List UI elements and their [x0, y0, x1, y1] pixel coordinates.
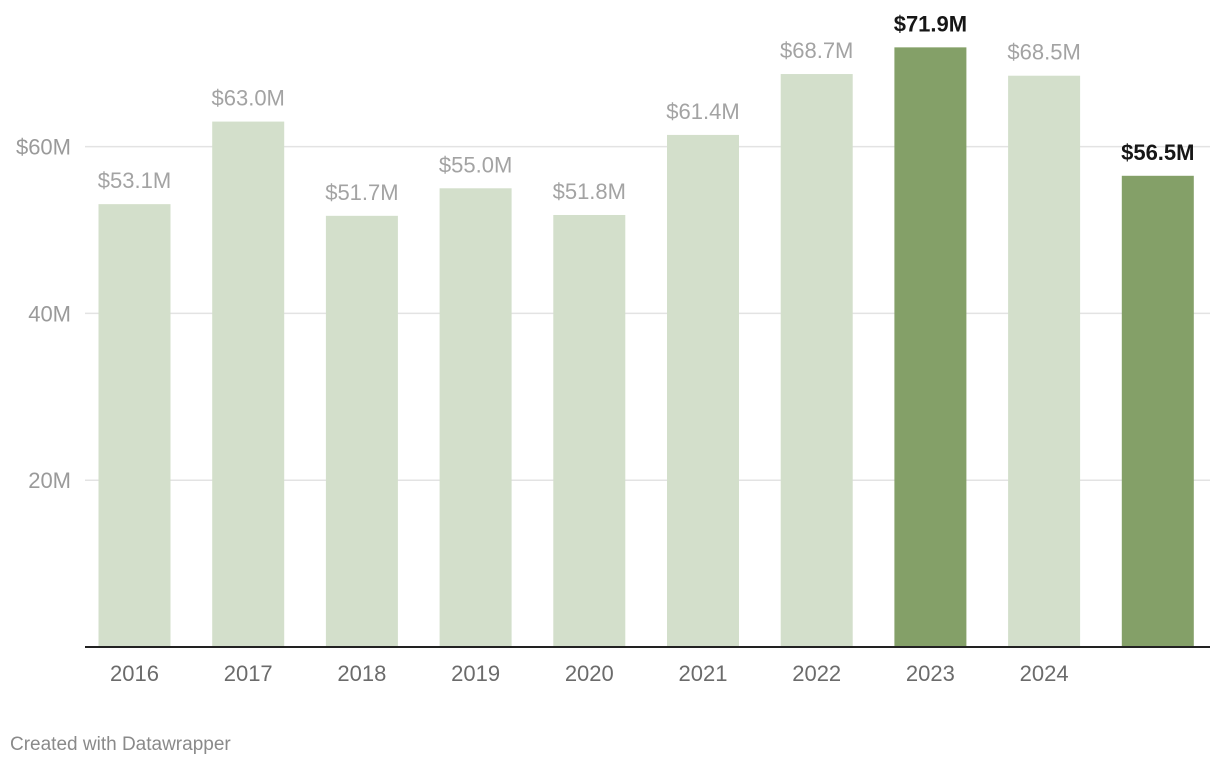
x-axis-labels: 2016 2017 2018 2019 2020 2021 2022 2023 2024	[110, 661, 1069, 686]
x-tick-label: 2019	[451, 661, 500, 686]
data-label: $56.5M	[1121, 140, 1194, 165]
x-tick-label: 2017	[224, 661, 273, 686]
x-tick-label: 2018	[337, 661, 386, 686]
y-axis-ticks: 20M 40M $60M	[16, 135, 71, 494]
bar	[780, 74, 853, 648]
bar	[667, 134, 739, 647]
x-tick-label: 2024	[1020, 661, 1069, 686]
footer-credit: Created with Datawrapper	[10, 734, 231, 755]
y-tick-label: 40M	[28, 301, 71, 326]
bar	[894, 47, 967, 647]
y-tick-label: $60M	[16, 135, 71, 160]
data-label: $68.5M	[1007, 40, 1080, 65]
bar	[553, 214, 626, 647]
data-label: $71.9M	[894, 11, 967, 36]
x-tick-label: 2020	[565, 661, 614, 686]
data-label: $51.8M	[553, 179, 626, 204]
data-label: $55.0M	[439, 152, 512, 177]
x-tick-label: 2016	[110, 661, 159, 686]
bar	[325, 215, 398, 647]
bar	[439, 188, 512, 648]
bars	[98, 47, 1194, 648]
data-label: $61.4M	[666, 99, 739, 124]
value-labels: $53.1M $63.0M $51.7M $55.0M $51.8M $61.4M $68.…	[98, 11, 1195, 204]
bar	[1121, 175, 1194, 648]
data-label: $63.0M	[212, 86, 285, 111]
y-tick-label: 20M	[28, 468, 71, 493]
x-tick-label: 2022	[792, 661, 841, 686]
bar	[98, 204, 171, 647]
data-label: $51.7M	[325, 180, 398, 205]
data-label: $53.1M	[98, 168, 171, 193]
x-tick-label: 2021	[679, 661, 728, 686]
x-tick-label: 2023	[906, 661, 955, 686]
bar	[1008, 75, 1081, 647]
data-label: $68.7M	[780, 38, 853, 63]
bar	[212, 121, 285, 647]
